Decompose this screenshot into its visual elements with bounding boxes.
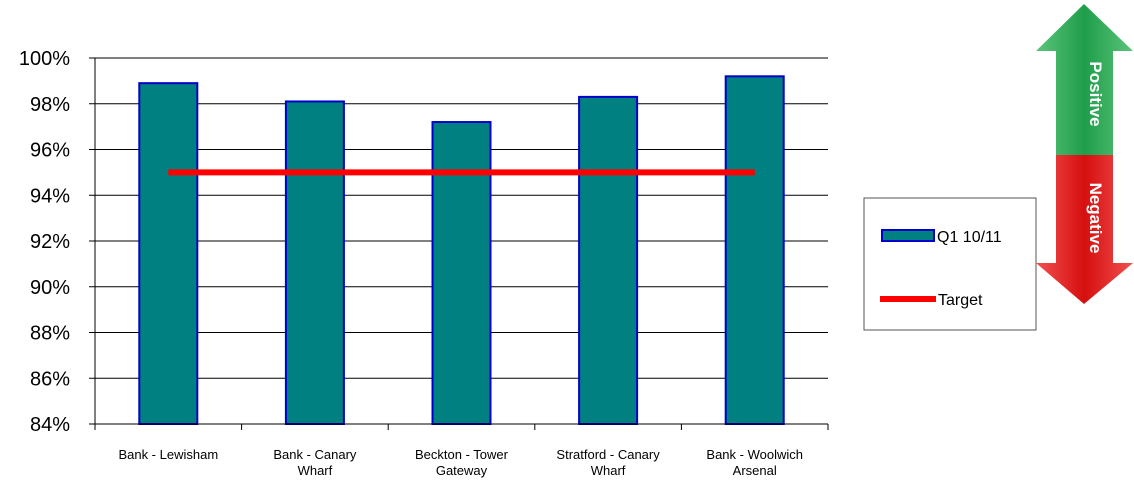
y-tick-label: 100%	[19, 48, 70, 70]
x-tick-label: Bank - Lewisham	[118, 447, 218, 462]
x-tick-label: Bank - Canary Wharf	[273, 447, 357, 478]
bars	[138, 75, 785, 426]
bar	[578, 95, 639, 425]
y-tick-label: 84%	[30, 414, 70, 436]
bar	[284, 100, 345, 426]
negative-arrow-icon	[1036, 155, 1133, 304]
y-tick-label: 90%	[30, 277, 70, 299]
y-tick-label: 86%	[30, 368, 70, 390]
legend-label-series: Q1 10/11	[937, 229, 1002, 246]
y-tick-label: 94%	[30, 185, 70, 207]
bar	[138, 82, 199, 425]
x-tick-label: Bank - Woolwich Arsenal	[706, 447, 803, 478]
x-tick-label: Stratford - Canary Wharf	[556, 447, 660, 478]
bar	[724, 75, 785, 426]
negative-label: Negative	[1086, 183, 1105, 254]
legend-label-target: Target	[938, 292, 983, 309]
legend-swatch-bar	[881, 229, 935, 242]
axes	[94, 58, 829, 430]
legend-box	[863, 197, 1037, 331]
positive-arrow-icon	[1036, 4, 1133, 155]
x-tick-label: Beckton - Tower Gateway	[415, 447, 509, 478]
direction-indicator: Positive Negative	[1036, 4, 1133, 304]
y-tick-label: 98%	[30, 94, 70, 116]
y-tick-label: 92%	[30, 231, 70, 253]
bar	[431, 121, 492, 426]
y-tick-label: 96%	[30, 140, 70, 162]
y-axis-tick-labels: 84% 86% 88% 90% 92% 94% 96% 98% 100%	[19, 48, 70, 436]
y-tick-label: 88%	[30, 323, 70, 345]
x-axis-tick-labels: Bank - Lewisham Bank - Canary Wharf Beckton…	[118, 447, 803, 478]
legend: Q1 10/11 Target	[863, 197, 1037, 331]
positive-label: Positive	[1086, 61, 1105, 126]
